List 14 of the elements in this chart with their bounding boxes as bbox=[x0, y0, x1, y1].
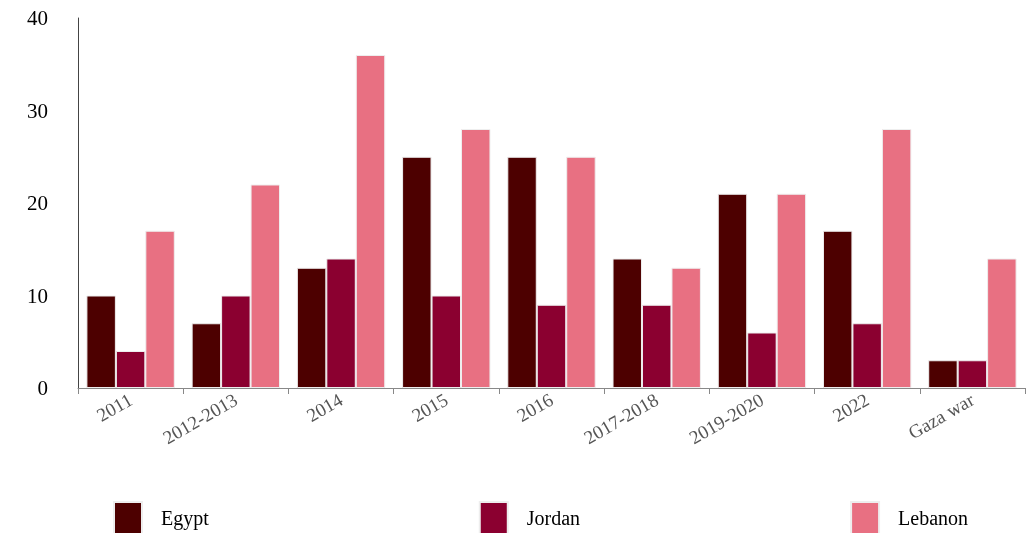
x-tick-label: 2022 bbox=[829, 388, 873, 427]
y-tick-label: 40 bbox=[27, 6, 48, 30]
x-tick-label: 2016 bbox=[513, 388, 557, 427]
legend-label: Jordan bbox=[526, 507, 581, 529]
x-tick-label: 2011 bbox=[93, 388, 136, 426]
y-tick-label: 30 bbox=[27, 98, 48, 123]
x-tick-label: 2015 bbox=[408, 388, 452, 427]
x-tick-label: Gaza war bbox=[904, 388, 979, 444]
x-tick-label: 2014 bbox=[302, 388, 347, 427]
y-tick-label: 20 bbox=[27, 191, 48, 215]
y-tick-label: 0 bbox=[37, 376, 48, 400]
legend-label: Egypt bbox=[161, 507, 210, 530]
legend-label: Lebanon bbox=[898, 507, 969, 529]
y-tick-label: 10 bbox=[27, 283, 48, 308]
